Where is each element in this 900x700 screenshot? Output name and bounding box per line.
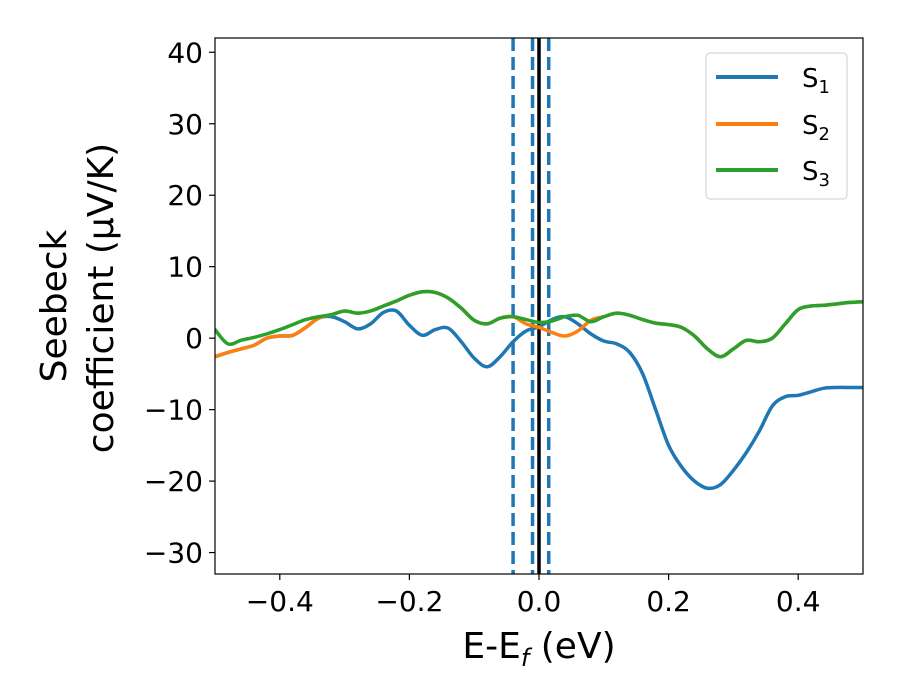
legend-label-s3-main: S (802, 157, 819, 187)
y-tick-label: −10 (144, 394, 203, 427)
x-tick-label: −0.4 (246, 585, 314, 618)
x-tick-label: −0.2 (375, 585, 443, 618)
legend-label-s2: S2 (802, 111, 830, 145)
legend-label-s3-sub: 3 (819, 170, 830, 191)
x-axis-ticks: −0.4 −0.2 0.0 0.2 0.4 (246, 574, 821, 618)
series-layer (215, 289, 863, 491)
y-axis-ticks: −30 −20 −10 0 10 20 30 40 (144, 36, 215, 570)
legend: S1 S2 S3 (705, 52, 848, 200)
legend-label-s3: S3 (802, 157, 830, 191)
y-tick-label: −30 (144, 537, 203, 570)
x-axis-label-main: E-E (462, 626, 520, 667)
legend-item-s2: S2 (716, 111, 830, 145)
y-tick-label: 0 (185, 322, 203, 355)
legend-item-s3: S3 (716, 157, 830, 191)
legend-item-s1: S1 (716, 64, 830, 98)
y-tick-label: 10 (167, 251, 203, 284)
y-tick-label: 20 (167, 179, 203, 212)
y-axis-label-line1: Seebeck (34, 229, 75, 382)
x-tick-label: 0.2 (646, 585, 691, 618)
legend-label-s1: S1 (802, 64, 830, 98)
y-tick-label: 30 (167, 108, 203, 141)
legend-label-s1-sub: 1 (819, 77, 830, 98)
x-tick-label: 0.4 (776, 585, 821, 618)
legend-label-s1-main: S (802, 64, 819, 94)
x-tick-label: 0.0 (517, 585, 562, 618)
y-tick-label: −20 (144, 465, 203, 498)
legend-label-s2-sub: 2 (819, 124, 830, 145)
vertical-reference-lines (511, 38, 551, 574)
x-axis-label: E-Ef (eV) (462, 626, 615, 672)
legend-label-s2-main: S (802, 111, 819, 141)
y-axis-label-line2: coefficient (μV/K) (81, 143, 122, 453)
y-tick-label: 40 (167, 36, 203, 69)
x-axis-label-suffix: (eV) (529, 626, 615, 667)
series-line-s3 (215, 289, 863, 359)
